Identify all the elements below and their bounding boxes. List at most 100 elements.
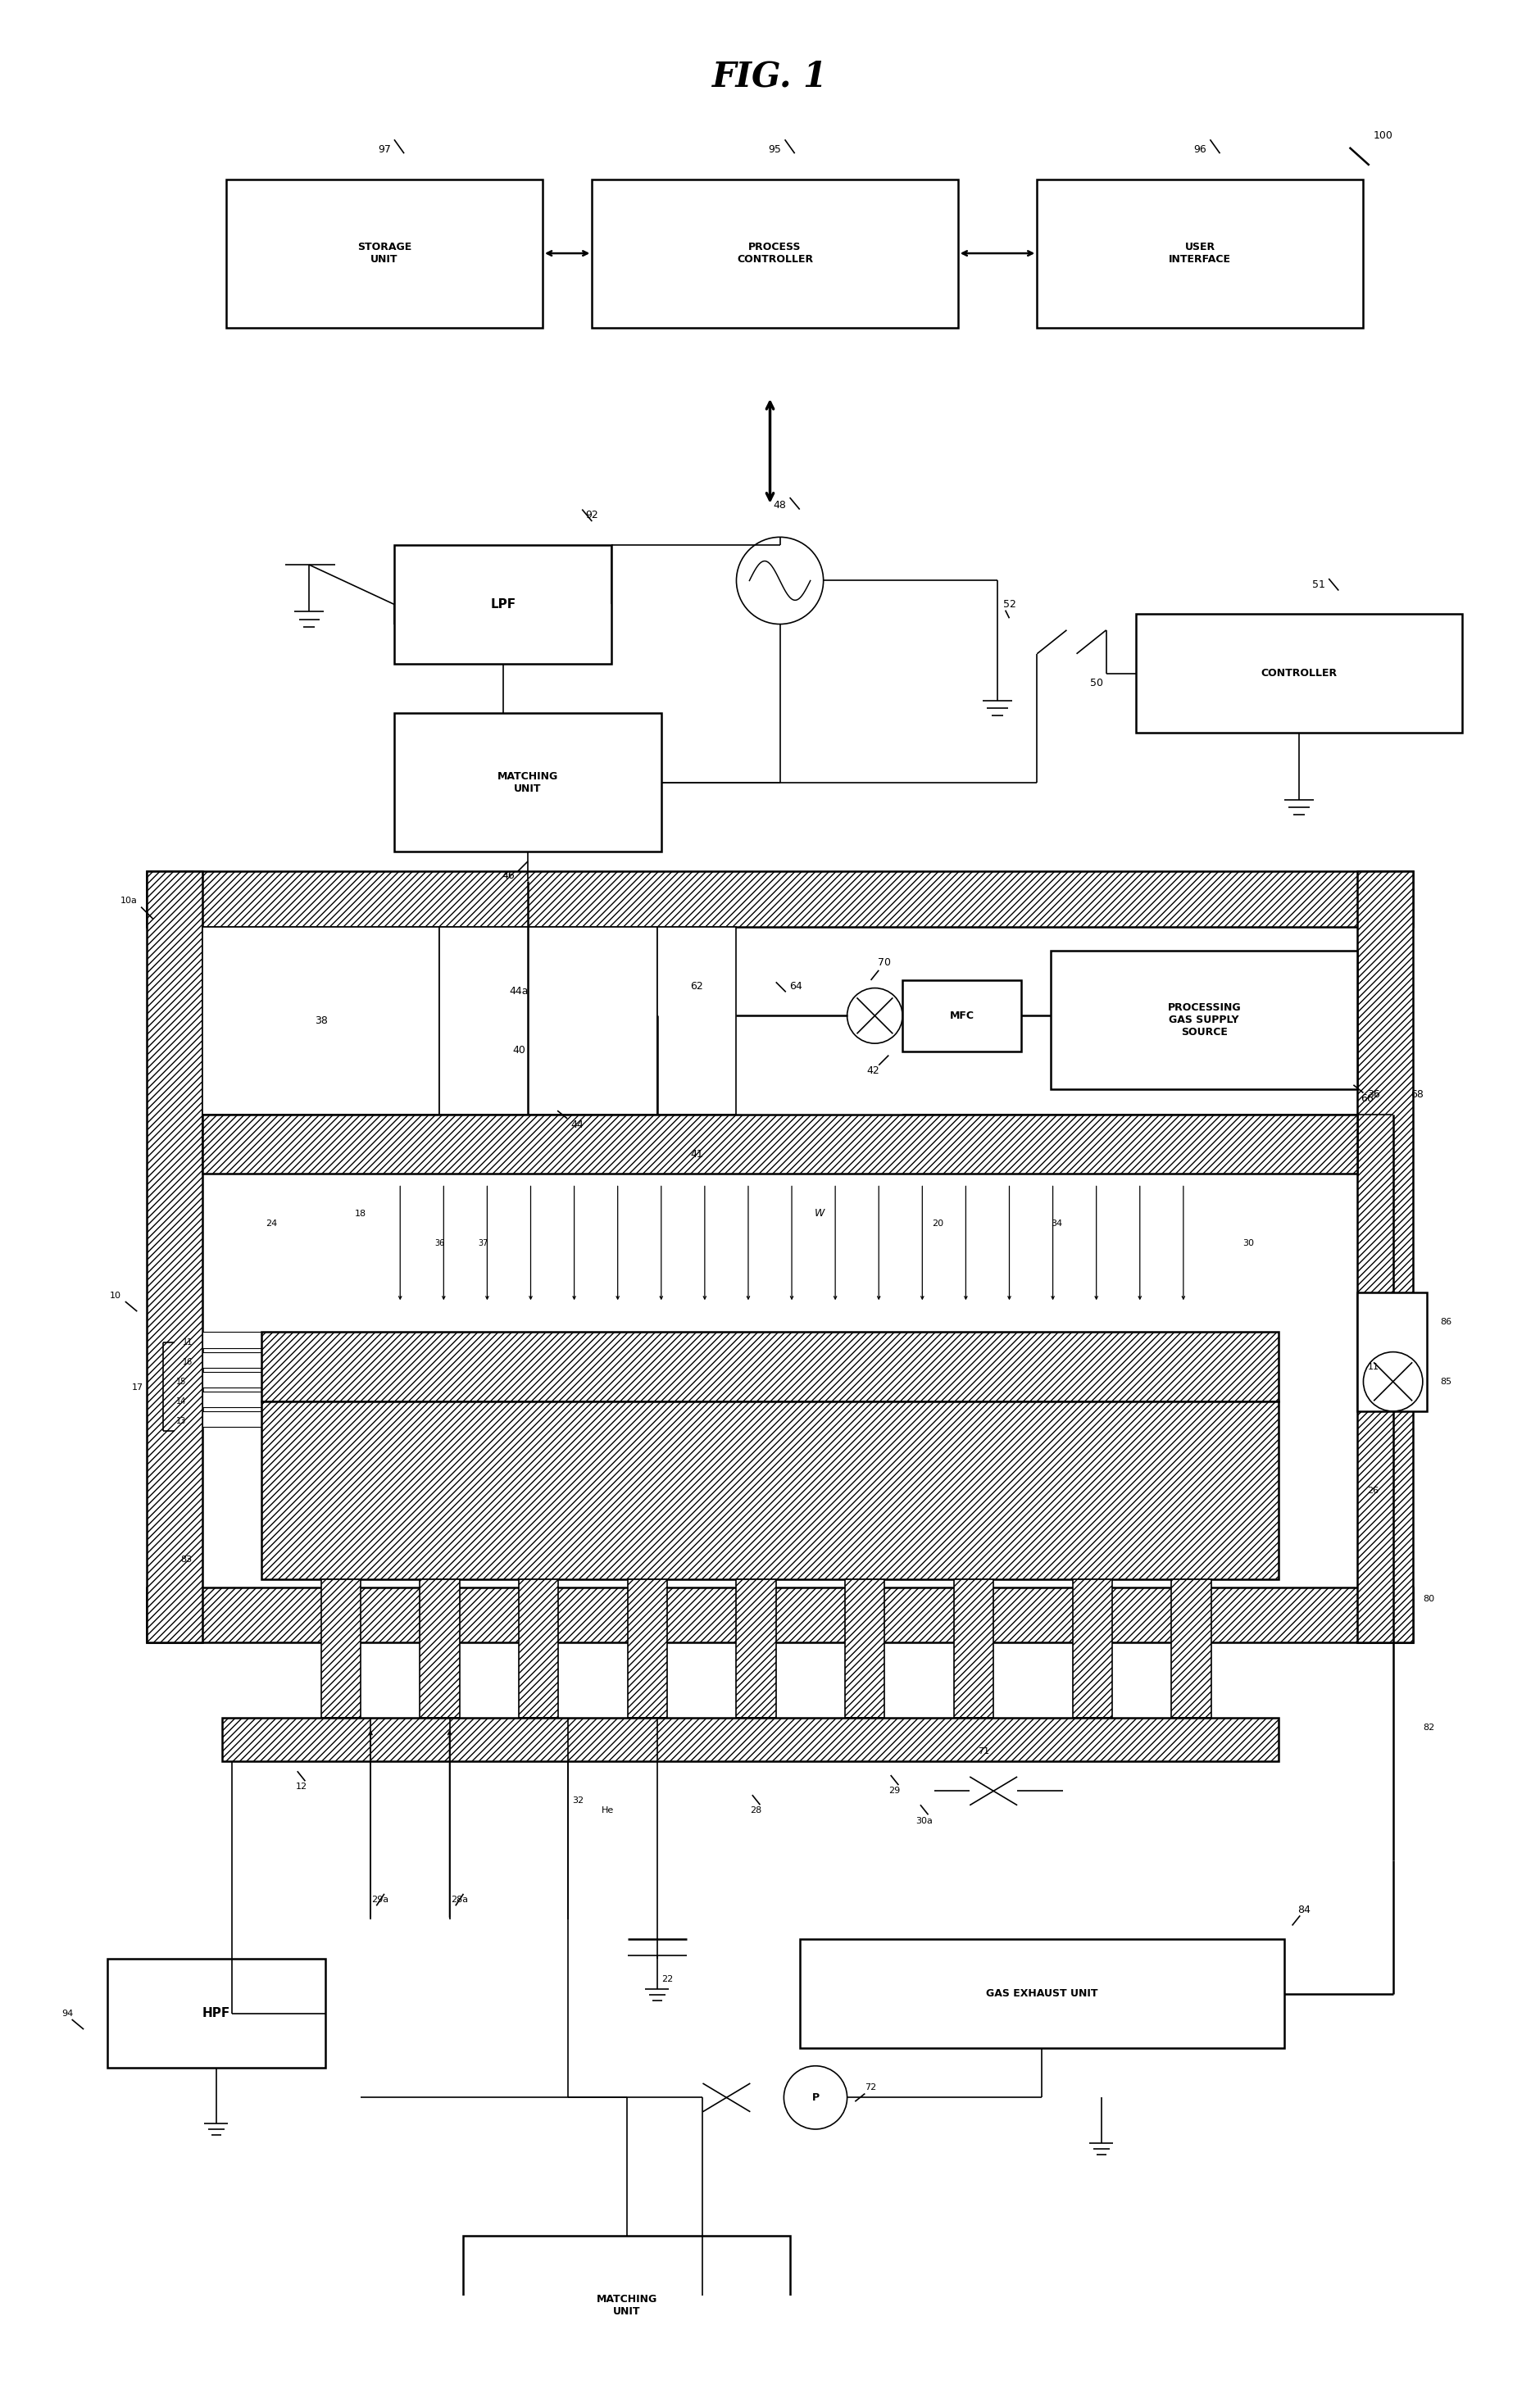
Text: 85: 85 [1440,1378,1452,1386]
Text: 100: 100 [1374,131,1392,141]
Text: 38: 38 [314,1015,328,1025]
Text: 30a: 30a [916,1816,933,1825]
Text: 10a: 10a [120,896,137,905]
Text: 96: 96 [1194,143,1207,155]
Bar [202,1352,262,1369]
Bar [736,1579,776,1718]
Bar [146,1586,1412,1644]
Text: 10: 10 [109,1292,122,1300]
Text: 82: 82 [1423,1722,1434,1732]
Text: 95: 95 [768,143,781,155]
Text: GAS EXHAUST UNIT: GAS EXHAUST UNIT [986,1988,1098,2000]
Text: 70: 70 [878,958,892,968]
Bar [320,1579,360,1718]
Bar [1357,1292,1426,1412]
Text: 13: 13 [177,1417,186,1426]
Bar [1072,1579,1112,1718]
Bar [202,1412,262,1426]
Text: FIG. 1: FIG. 1 [711,60,829,93]
Text: 40: 40 [513,1044,525,1056]
Text: HPF: HPF [202,2007,231,2019]
Bar [440,927,658,1116]
Bar [902,979,1021,1051]
Text: 44a: 44a [510,987,528,996]
Bar [108,1959,325,2069]
Bar [146,872,202,1644]
Text: MFC: MFC [950,1011,975,1020]
Text: 86: 86 [1440,1319,1452,1326]
Text: 68: 68 [1411,1089,1423,1101]
Text: 29a: 29a [371,1894,390,1904]
Bar [1050,951,1357,1089]
Text: P: P [812,2093,819,2102]
Text: 36: 36 [1368,1089,1380,1101]
Text: 20: 20 [932,1218,944,1228]
Bar [1137,614,1463,733]
Bar [202,927,440,1116]
Text: 32: 32 [573,1797,584,1806]
Bar [799,1940,1284,2047]
Text: W: W [815,1209,824,1218]
Text: 83: 83 [180,1555,192,1565]
Text: PROCESS
CONTROLLER: PROCESS CONTROLLER [736,241,813,265]
Text: 94: 94 [62,2009,74,2019]
Text: 66: 66 [1361,1094,1374,1104]
Bar [394,714,661,850]
Text: 24: 24 [266,1218,277,1228]
Text: PROCESSING
GAS SUPPLY
SOURCE: PROCESSING GAS SUPPLY SOURCE [1167,1001,1241,1037]
Text: 64: 64 [790,982,802,991]
Text: 11: 11 [182,1338,192,1345]
Bar [222,1718,1278,1761]
Text: USER
INTERFACE: USER INTERFACE [1169,241,1232,265]
Bar [202,1116,1357,1173]
Bar [519,1579,559,1718]
Bar [1172,1579,1210,1718]
Bar [658,927,736,1116]
Bar [394,545,611,664]
Bar [464,2236,790,2375]
Text: 44: 44 [571,1118,584,1130]
Text: 15: 15 [177,1378,186,1386]
Text: 17: 17 [131,1383,143,1393]
Text: 84: 84 [1298,1904,1311,1916]
Text: 28: 28 [750,1806,762,1816]
Text: 52: 52 [1003,600,1016,609]
Text: CONTROLLER: CONTROLLER [1261,669,1337,678]
Bar [226,179,542,327]
Text: MATCHING
UNIT: MATCHING UNIT [596,2293,658,2317]
Bar [146,872,1412,927]
Text: 36: 36 [434,1240,445,1247]
Bar [202,1390,262,1407]
Text: 51: 51 [1312,578,1326,590]
Bar [262,1402,1278,1579]
Bar [262,1333,1278,1402]
Text: 80: 80 [1423,1596,1434,1603]
Bar [845,1579,884,1718]
Text: 11: 11 [1368,1362,1378,1371]
Text: 16: 16 [182,1357,192,1367]
Text: 42: 42 [867,1065,879,1077]
Text: 14: 14 [177,1398,186,1405]
Text: 22: 22 [661,1976,673,1983]
Text: 97: 97 [377,143,391,155]
Text: 92: 92 [585,509,599,521]
Text: 72: 72 [865,2083,876,2093]
Bar [420,1579,459,1718]
Bar [202,1371,262,1388]
Text: 37: 37 [477,1240,488,1247]
Text: 28a: 28a [451,1894,468,1904]
Text: MATCHING
UNIT: MATCHING UNIT [497,772,557,793]
Text: 48: 48 [773,499,787,511]
Bar [1036,179,1363,327]
Text: 29: 29 [889,1787,901,1794]
Bar [628,1579,667,1718]
Bar [953,1579,993,1718]
Text: He: He [602,1806,614,1816]
Text: 71: 71 [978,1746,989,1756]
Text: 41: 41 [690,1149,704,1159]
Text: 12: 12 [296,1782,306,1792]
Bar [202,1333,262,1347]
Text: 34: 34 [1050,1218,1063,1228]
Text: LPF: LPF [490,597,516,612]
Bar [1357,872,1412,1644]
